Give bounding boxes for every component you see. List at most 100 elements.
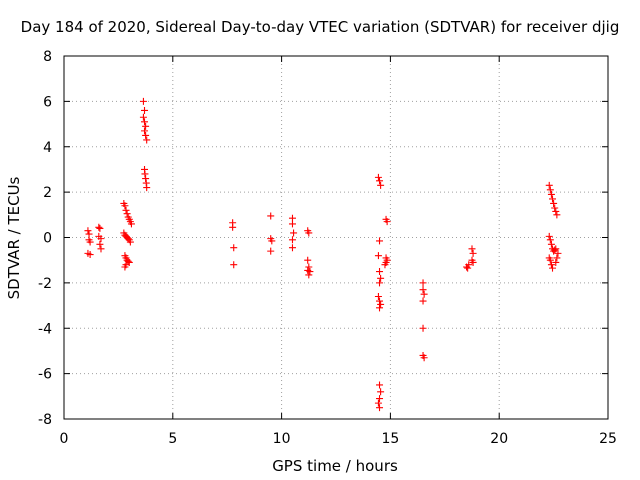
data-point <box>141 106 149 114</box>
data-point <box>290 229 298 237</box>
data-point <box>554 249 562 257</box>
grid-layer <box>64 56 608 419</box>
data-point <box>127 220 135 228</box>
data-point <box>97 235 105 243</box>
data-point <box>376 279 384 287</box>
data-point <box>546 256 554 264</box>
data-point <box>464 264 472 272</box>
data-point <box>419 279 427 287</box>
data-point <box>267 212 275 220</box>
data-point <box>96 224 104 232</box>
data-point <box>419 286 427 294</box>
y-tick-label: -8 <box>38 412 52 428</box>
data-point <box>545 181 553 189</box>
data-point <box>376 237 384 245</box>
data-point <box>547 190 555 198</box>
y-tick-label: 6 <box>43 94 52 110</box>
y-tick-label: -2 <box>38 276 52 292</box>
x-tick-label: 25 <box>599 431 617 447</box>
data-point <box>305 263 313 271</box>
data-point <box>141 170 149 178</box>
data-point <box>376 177 384 185</box>
x-tick-label: 20 <box>490 431 508 447</box>
data-point <box>95 223 103 231</box>
x-axis-label: GPS time / hours <box>272 457 398 475</box>
data-point <box>550 199 558 207</box>
data-points <box>84 97 562 412</box>
data-point <box>420 354 428 362</box>
data-point <box>84 227 92 235</box>
data-point <box>306 268 314 276</box>
data-point <box>374 173 382 181</box>
data-point <box>553 254 561 262</box>
y-tick-label: 2 <box>43 185 52 201</box>
data-point <box>552 245 560 253</box>
data-point <box>374 399 382 407</box>
data-point <box>305 271 313 279</box>
data-point <box>465 261 473 269</box>
data-point <box>288 236 296 244</box>
data-point <box>547 240 555 248</box>
data-point <box>546 186 554 194</box>
data-point <box>546 236 554 244</box>
data-point <box>126 238 134 246</box>
data-point <box>142 131 150 139</box>
data-point <box>376 381 384 389</box>
data-point <box>122 206 130 214</box>
data-point <box>419 297 427 305</box>
data-point <box>304 256 312 264</box>
data-point <box>376 297 384 305</box>
y-tick-label: 4 <box>43 140 52 156</box>
data-point <box>374 252 382 260</box>
data-point <box>419 324 427 332</box>
x-tick-label: 10 <box>273 431 291 447</box>
x-tick-label: 5 <box>168 431 177 447</box>
data-point <box>376 404 384 412</box>
data-point <box>143 136 151 144</box>
data-point <box>121 263 129 271</box>
data-point <box>123 210 131 218</box>
data-point <box>121 202 129 210</box>
data-point <box>549 264 557 272</box>
data-point <box>377 388 385 396</box>
data-point <box>551 204 559 212</box>
data-point <box>268 237 276 245</box>
data-point <box>288 220 296 228</box>
data-point <box>230 244 238 252</box>
y-tick-label: -6 <box>38 367 52 383</box>
x-tick-label: 15 <box>381 431 399 447</box>
data-point <box>142 175 150 183</box>
data-point <box>545 232 553 240</box>
data-point <box>376 395 384 403</box>
y-tick-label: 8 <box>43 49 52 65</box>
data-point <box>376 268 384 276</box>
data-point <box>469 249 477 257</box>
data-point <box>141 118 149 126</box>
data-point <box>468 245 476 253</box>
y-tick-label: 0 <box>43 231 52 247</box>
data-point <box>553 211 561 219</box>
data-point <box>97 245 105 253</box>
y-axis-label: SDTVAR / TECUs <box>5 176 23 299</box>
data-point <box>469 258 477 266</box>
data-point <box>305 229 313 237</box>
data-point <box>229 223 237 231</box>
data-point <box>267 247 275 255</box>
x-tick-label: 0 <box>60 431 69 447</box>
data-point <box>547 261 555 269</box>
data-point <box>86 238 94 246</box>
data-point <box>288 244 296 252</box>
data-point <box>139 113 147 121</box>
data-point <box>86 251 94 259</box>
data-point <box>142 122 150 130</box>
data-point <box>377 300 385 308</box>
data-point <box>139 97 147 105</box>
data-point <box>377 274 385 282</box>
data-point <box>552 207 560 215</box>
data-point <box>381 261 389 269</box>
data-point <box>420 290 428 298</box>
data-point <box>230 261 238 269</box>
data-point <box>377 181 385 189</box>
ticks-layer: 0 5 10 15 20 25 -8 -6 -4 -2 0 2 4 6 8 <box>38 49 617 447</box>
